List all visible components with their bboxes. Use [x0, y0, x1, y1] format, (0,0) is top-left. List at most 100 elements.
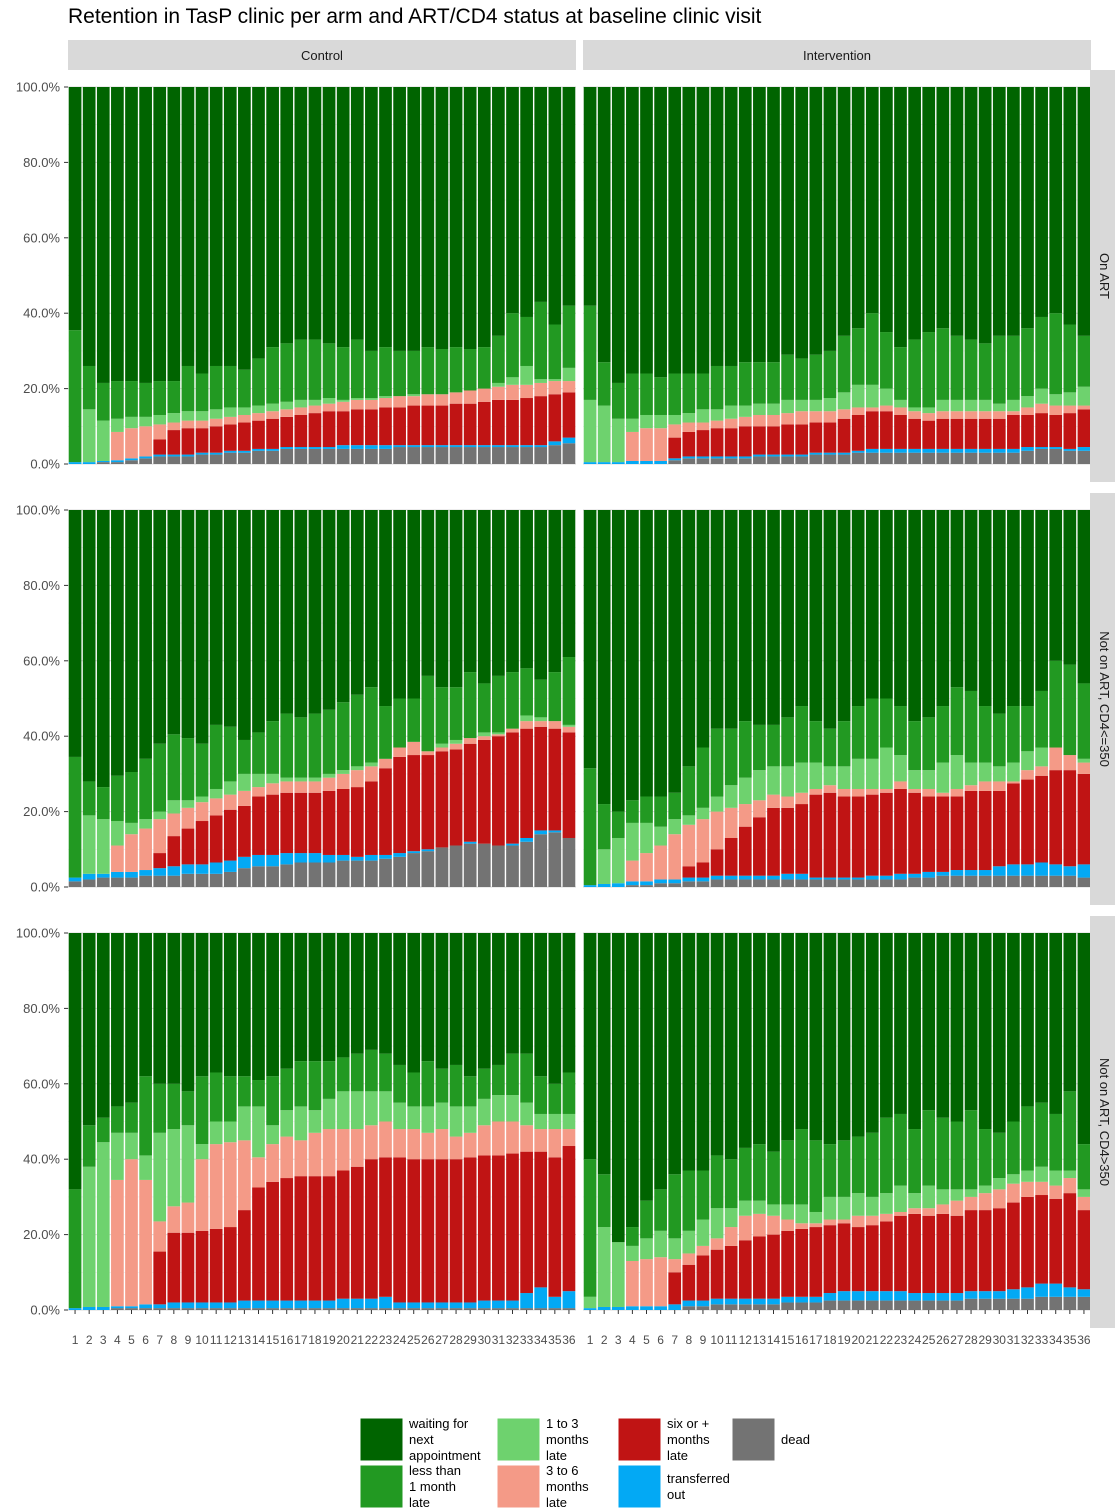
bar-segment — [223, 781, 237, 795]
bar-segment — [1007, 399, 1020, 412]
bar-segment — [978, 1193, 992, 1211]
bar-segment — [322, 1098, 336, 1130]
bar-segment — [724, 405, 738, 419]
bar-segment — [781, 454, 794, 457]
bar-segment — [908, 411, 921, 419]
bar-segment — [1049, 447, 1063, 449]
bar-segment — [294, 1140, 308, 1177]
bar-segment — [562, 443, 576, 464]
bar-segment — [1007, 1289, 1020, 1299]
bar-segment — [280, 864, 294, 887]
bar-segment — [865, 384, 879, 408]
bar-segment — [308, 1300, 322, 1309]
bar-segment — [492, 399, 505, 446]
bar-segment — [753, 817, 766, 876]
bar-segment — [181, 454, 195, 457]
bar-segment — [534, 1076, 548, 1114]
bar-segment — [562, 726, 576, 733]
bar-segment — [823, 877, 837, 880]
bar-segment — [753, 87, 766, 363]
bar-segment — [82, 409, 96, 463]
bar-segment — [654, 1257, 667, 1307]
bar-segment — [880, 388, 893, 406]
x-tick-label: 28 — [964, 1333, 978, 1347]
bar-segment — [379, 87, 392, 348]
bar-segment — [139, 416, 152, 427]
x-tick-label: 5 — [643, 1333, 650, 1347]
bar-segment — [463, 1308, 477, 1310]
bar-segment — [781, 766, 794, 797]
bar-segment — [322, 448, 336, 464]
bar-segment — [738, 721, 752, 778]
bar-segment — [82, 1125, 96, 1167]
bar-segment — [365, 445, 378, 449]
bar-segment — [223, 860, 237, 872]
bar-segment — [781, 87, 794, 355]
bar-segment — [393, 1157, 406, 1303]
x-tick-label: 3 — [100, 1333, 107, 1347]
bar-segment — [597, 510, 611, 805]
bar-segment — [880, 933, 893, 1118]
bar-segment — [908, 877, 921, 887]
bar-segment — [350, 445, 364, 449]
bar-segment — [823, 766, 837, 786]
legend-label-waiting: waiting for next appointment — [408, 1416, 481, 1463]
bar-segment — [96, 877, 110, 887]
bar-segment — [252, 1300, 265, 1309]
bar-segment — [393, 698, 406, 748]
bar-segment — [795, 873, 809, 880]
bar-segment — [209, 788, 223, 799]
bar-segment — [336, 788, 350, 855]
bar-segment — [767, 1298, 780, 1305]
bar-segment — [463, 1076, 477, 1107]
x-tick-label: 10 — [710, 1333, 724, 1347]
bar-segment — [978, 510, 992, 707]
bar-segment — [851, 87, 865, 329]
bar-segment — [992, 1298, 1006, 1310]
y-tick-label: 20.0% — [23, 804, 60, 819]
bar-segment — [280, 343, 294, 402]
bar-segment — [640, 87, 653, 374]
bar-segment — [125, 428, 138, 459]
bar-segment — [139, 1076, 152, 1156]
bar-segment — [322, 773, 336, 778]
bar-segment — [435, 447, 449, 464]
bar-segment — [238, 1140, 251, 1211]
bar-segment — [837, 933, 851, 1141]
bar-segment — [562, 510, 576, 658]
bar-segment — [851, 706, 865, 759]
bar-segment — [209, 365, 223, 410]
bar-segment — [139, 456, 152, 459]
bar-segment — [753, 456, 766, 464]
bar-segment — [682, 510, 696, 767]
bar-segment — [223, 809, 237, 861]
x-tick-label: 8 — [685, 1333, 692, 1347]
bar-segment — [922, 448, 936, 453]
x-tick-label: 27 — [435, 1333, 449, 1347]
bar-segment — [421, 1061, 435, 1107]
bar-segment — [654, 1306, 667, 1310]
bar-segment — [294, 447, 308, 449]
bar-segment — [668, 87, 682, 374]
x-tick-label: 2 — [601, 1333, 608, 1347]
bar-segment — [753, 403, 766, 415]
bar-segment — [308, 1308, 322, 1310]
bar-segment — [153, 381, 167, 415]
bar-segment — [449, 845, 463, 887]
bar-segment — [950, 411, 964, 419]
bar-segment — [336, 1057, 350, 1092]
bar-segment — [322, 709, 336, 774]
bar-segment — [195, 1302, 209, 1309]
bar-segment — [626, 418, 639, 432]
bar-segment — [562, 367, 576, 382]
bar-segment — [640, 373, 653, 415]
bar-segment — [626, 1227, 639, 1246]
bar-segment — [710, 1298, 724, 1305]
bar-segment — [809, 879, 823, 887]
bar-segment — [125, 822, 138, 835]
bar-segment — [837, 796, 851, 878]
bar-segment — [506, 1153, 519, 1301]
bar-segment — [393, 510, 406, 699]
bar-segment — [767, 1304, 780, 1310]
bar-segment — [111, 87, 124, 382]
